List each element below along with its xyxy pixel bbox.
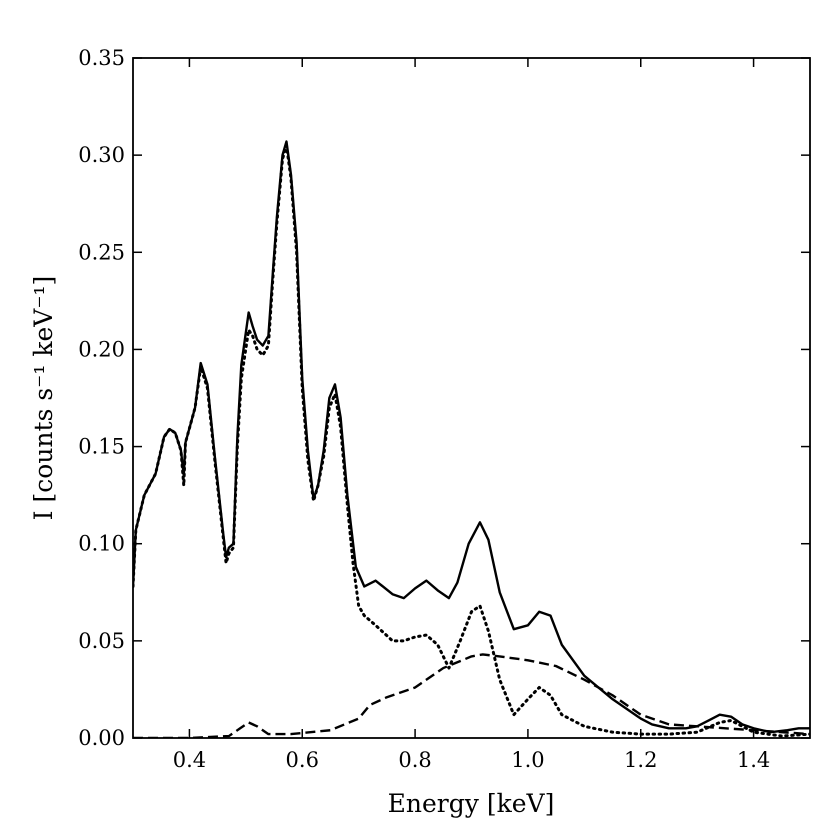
x-tick-label: 1.0: [511, 748, 544, 772]
x-tick-label: 1.2: [624, 748, 657, 772]
series-line-dotted: [133, 143, 810, 738]
x-tick-label: 0.4: [173, 748, 206, 772]
y-axis-title: I [counts s⁻¹ keV⁻¹]: [29, 276, 58, 521]
x-tick-label: 0.6: [286, 748, 319, 772]
x-tick-label: 1.4: [737, 748, 770, 772]
y-tick-label: 0.25: [78, 240, 125, 264]
x-axis-title: Energy [keV]: [388, 789, 555, 818]
series-line-solid: [133, 140, 810, 734]
y-tick-label: 0.35: [78, 46, 125, 70]
y-tick-label: 0.15: [78, 435, 125, 459]
y-tick-label: 0.05: [78, 629, 125, 653]
y-tick-label: 0.30: [78, 143, 125, 167]
y-tick-label: 0.00: [78, 726, 125, 750]
series-line-dashed: [133, 653, 810, 738]
x-tick-label: 0.8: [398, 748, 431, 772]
y-tick-label: 0.10: [78, 532, 125, 556]
plot-frame: [132, 57, 811, 739]
y-tick-label: 0.20: [78, 337, 125, 361]
